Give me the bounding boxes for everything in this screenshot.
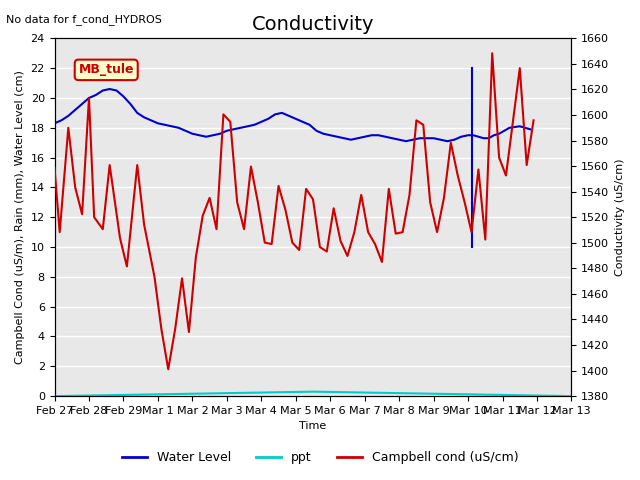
Legend: Water Level, ppt, Campbell cond (uS/cm): Water Level, ppt, Campbell cond (uS/cm) [116, 446, 524, 469]
Y-axis label: Conductivity (uS/cm): Conductivity (uS/cm) [615, 158, 625, 276]
Title: Conductivity: Conductivity [252, 15, 374, 34]
Text: MB_tule: MB_tule [79, 63, 134, 76]
Y-axis label: Campbell Cond (uS/m), Rain (mm), Water Level (cm): Campbell Cond (uS/m), Rain (mm), Water L… [15, 70, 25, 364]
X-axis label: Time: Time [300, 421, 326, 432]
Text: No data for f_cond_HYDROS: No data for f_cond_HYDROS [6, 14, 163, 25]
